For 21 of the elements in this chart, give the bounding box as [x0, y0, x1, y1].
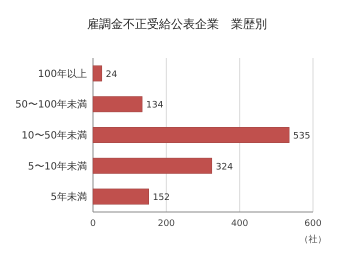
- bar: [92, 158, 212, 174]
- data-label: 535: [293, 132, 310, 142]
- bar: [92, 188, 149, 205]
- chart-title: 雇調金不正受給公表企業 業歴別: [87, 17, 267, 31]
- data-label: 24: [106, 70, 118, 80]
- y-tick-label: 50〜100年未満: [15, 98, 87, 111]
- data-label: 324: [216, 162, 234, 172]
- x-tick-label: 0: [90, 219, 96, 229]
- x-tick-label: 400: [231, 219, 249, 229]
- bar: [92, 65, 102, 82]
- data-label: 134: [146, 100, 164, 111]
- bar: [92, 127, 290, 143]
- y-tick-label: 10〜50年未満: [22, 130, 87, 142]
- bar: [92, 96, 142, 112]
- x-axis-title: （社）: [300, 234, 326, 245]
- data-label: 152: [152, 193, 170, 204]
- x-tick-label: 600: [304, 219, 322, 229]
- x-tick-label: 200: [158, 219, 176, 229]
- y-tick-label: 100年以上: [38, 68, 87, 80]
- y-tick-label: 5〜10年未満: [28, 160, 87, 172]
- y-tick-label: 5年未満: [50, 191, 87, 204]
